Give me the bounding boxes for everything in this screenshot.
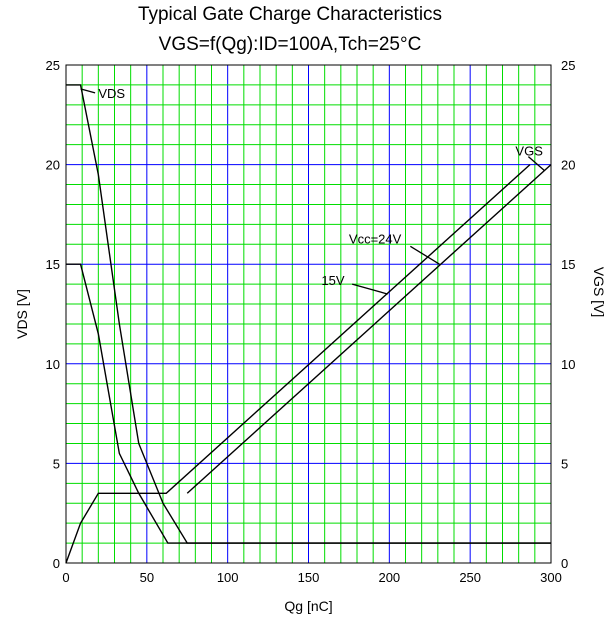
- x-tick-label: 100: [217, 570, 239, 585]
- series-line-1: [66, 84, 551, 544]
- annotation-label: VGS: [515, 144, 543, 159]
- series-line-3: [65, 164, 531, 564]
- y-right-tick-label: 15: [561, 257, 575, 272]
- chart-subtitle: VGS=f(Qg):ID=100A,Tch=25°C: [158, 34, 422, 55]
- plot-frame: [65, 64, 552, 564]
- annotation-leader: [527, 156, 545, 172]
- y-right-tick-label: 5: [561, 456, 568, 471]
- y-right-tick-label: 20: [561, 158, 575, 173]
- x-axis-label: Qg [nC]: [284, 598, 332, 614]
- annotations: VDS VGS Vcc=24V 15V: [80, 86, 545, 295]
- annotation-leader: [351, 283, 388, 295]
- grid: [65, 64, 552, 564]
- x-tick-label: 50: [140, 570, 154, 585]
- y-right-axis-label: VGS [V]: [591, 267, 607, 318]
- y-left-tick-label: 10: [46, 357, 60, 372]
- y-left-tick-label: 20: [46, 158, 60, 173]
- annotation-leader: [410, 245, 440, 265]
- x-tick-label: 200: [378, 570, 400, 585]
- x-tick-label: 0: [62, 570, 69, 585]
- y-right-tick-label: 0: [561, 556, 568, 571]
- y-left-tick-label: 0: [53, 556, 60, 571]
- y-right-tick-label: 10: [561, 357, 575, 372]
- axis-labels: Qg [nC] VDS [V] VGS [V]: [14, 267, 607, 614]
- y-left-tick-label: 25: [46, 58, 60, 73]
- series-lines: [65, 84, 552, 564]
- chart-title: Typical Gate Charge Characteristics: [137, 4, 443, 25]
- y-left-tick-label: 5: [53, 456, 60, 471]
- y-left-axis-label: VDS [V]: [14, 289, 30, 339]
- annotation-label: 15V: [321, 273, 344, 288]
- annotation-label: Vcc=24V: [349, 231, 402, 246]
- annotation-leader: [80, 88, 96, 94]
- x-tick-label: 300: [540, 570, 562, 585]
- x-tick-label: 150: [298, 570, 320, 585]
- series-line-2: [66, 263, 551, 544]
- y-left-tick-label: 15: [46, 257, 60, 272]
- x-tick-label: 250: [459, 570, 481, 585]
- y-right-tick-label: 25: [561, 58, 575, 73]
- series-line-4: [186, 164, 552, 494]
- annotation-label: VDS: [98, 86, 125, 101]
